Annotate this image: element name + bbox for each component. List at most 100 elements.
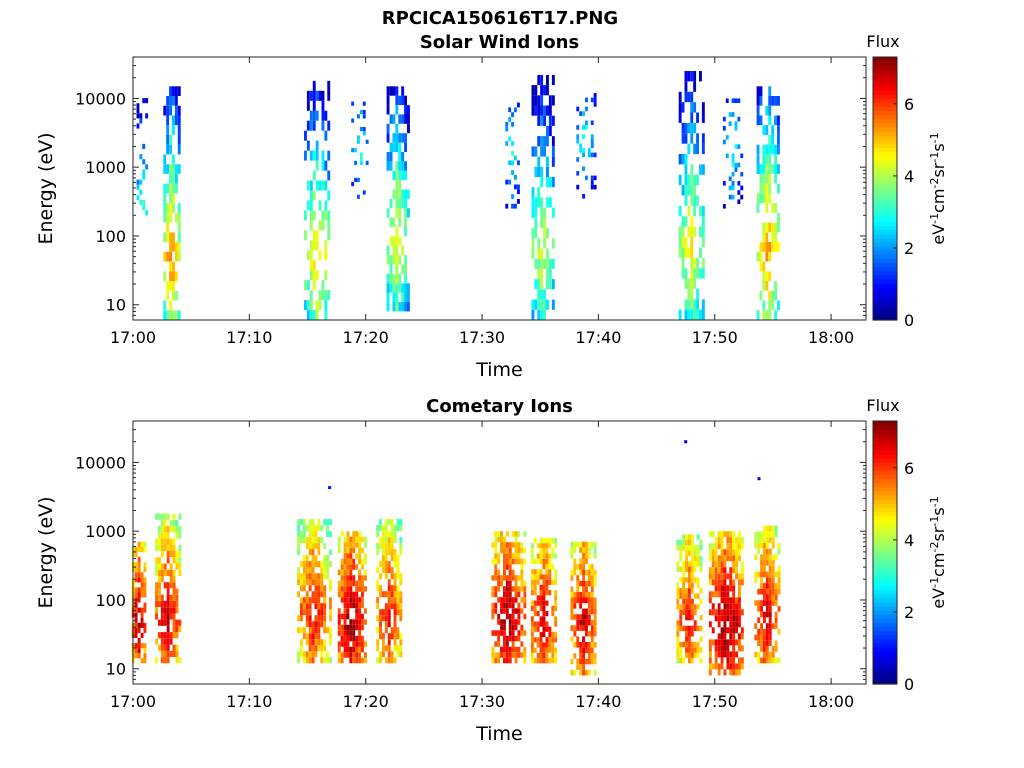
heatmap-cell [340,575,344,581]
heatmap-cell [711,663,715,670]
heatmap-cell [314,537,318,544]
heatmap-cell [508,591,512,598]
heatmap-cell [362,110,366,115]
heatmap-cell [163,271,167,281]
heatmap-cell [174,115,178,126]
colorbar-step [873,462,897,467]
heatmap-cell [386,161,390,171]
heatmap-cell [714,609,718,616]
heatmap-cell [358,542,361,548]
heatmap-cell [511,602,515,609]
heatmap-cell [134,572,138,578]
heatmap-cell [312,240,316,251]
colorbar-step [873,172,897,177]
heatmap-cell [777,125,780,135]
heatmap-cell [576,564,580,570]
heatmap-cells [131,440,781,676]
heatmap-cell [768,271,772,281]
heatmap-cell [158,557,161,564]
heatmap-cell [585,586,588,592]
heatmap-cell [177,105,181,116]
heatmap-cell [711,639,715,646]
heatmap-cell [554,621,558,627]
heatmap-cell [757,651,761,658]
heatmap-cell [514,580,518,587]
heatmap-cell [311,597,315,604]
heatmap-cell [160,526,164,533]
heatmap-cell [545,558,549,564]
heatmap-cell [765,173,769,184]
heatmap-cell [537,95,541,106]
heatmap-cell [166,657,170,664]
heatmap-cell [404,95,407,106]
heatmap-cell [731,194,735,200]
heatmap-cell [166,222,170,233]
heatmap-cell [768,548,772,555]
colorbar-step [873,667,897,673]
heatmap-cell [738,573,741,580]
heatmap-cell [774,646,778,652]
heatmap-cell [771,242,775,252]
colorbar-step [873,655,897,660]
heatmap-cell [172,582,176,589]
heatmap-cell [314,645,318,652]
heatmap-cell [174,105,178,116]
y-axis-label: Energy (eV) [35,132,57,244]
heatmap-cell [300,585,303,592]
heatmap-cell [768,565,772,572]
heatmap-cell [169,650,173,657]
colorbar-step [873,262,897,268]
heatmap-cell [508,569,512,576]
heatmap-cell [390,537,394,544]
heatmap-cell [361,641,364,647]
heatmap-cell [771,96,775,106]
heatmap-cell [777,164,780,174]
heatmap-cell [379,621,382,628]
heatmap-cell [158,594,161,601]
heatmap-cell [318,200,322,211]
heatmap-cell [690,588,694,594]
heatmap-cell [387,657,391,664]
heatmap-cell [590,608,594,615]
heatmap-cell [401,189,405,199]
heatmap-cell [579,653,583,659]
heatmap-cell [699,71,702,82]
heatmap-cell [579,148,583,153]
colorbar-step [873,163,897,169]
heatmap-cell [523,591,527,598]
heatmap-cell [768,251,772,262]
heatmap-cell [536,553,540,559]
heatmap-cell [163,563,167,570]
heatmap-cell [554,553,558,559]
heatmap-cell [384,543,388,550]
y-tick-label: 10 [106,296,126,315]
heatmap-cell [530,569,534,575]
heatmap-cell [404,283,407,293]
heatmap-cell [503,646,506,653]
colorbar-step [873,200,897,206]
heatmap-cell [508,619,512,625]
heatmap-cell [711,627,715,634]
heatmap-cell [693,102,697,113]
heatmap-cell [708,555,712,562]
heatmap-cell [514,597,518,603]
heatmap-cell [539,574,543,580]
heatmap-cell [163,544,167,551]
heatmap-cell [738,549,741,556]
heatmap-cell [312,80,316,91]
heatmap-cell [349,542,353,548]
heatmap-cell [337,536,341,543]
heatmap-cell [396,627,400,634]
heatmap-cell [351,148,355,153]
heatmap-cell [304,280,307,291]
heatmap-cell [774,623,778,629]
heatmap-cell [720,549,724,556]
heatmap-cell [582,664,585,670]
heatmap-cell [142,174,146,180]
heatmap-cell [687,226,691,237]
heatmap-cell [163,607,167,614]
heatmap-cell [508,136,512,142]
heatmap-cell [297,627,300,634]
heatmap-cell [543,217,546,229]
heatmap-cell [404,292,407,302]
